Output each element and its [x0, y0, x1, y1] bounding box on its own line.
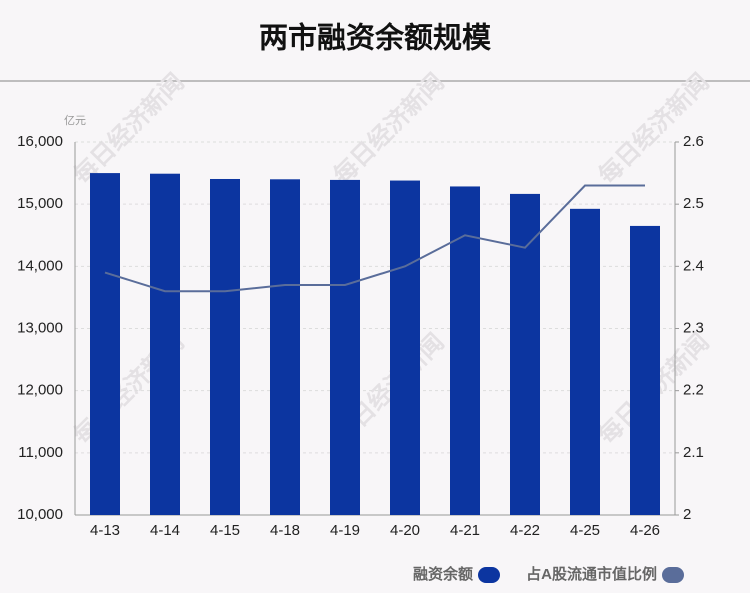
- bar: [570, 208, 600, 515]
- chart-title: 两市融资余额规模: [259, 21, 492, 55]
- x-tick-label: 4-13: [90, 522, 120, 539]
- y2-tick-label: 2.2: [683, 382, 704, 399]
- x-tick-label: 4-15: [210, 522, 240, 539]
- x-tick-label: 4-19: [330, 522, 360, 539]
- y-tick-label: 10,000: [17, 506, 63, 523]
- y2-tick-label: 2.6: [683, 133, 704, 150]
- x-tick-label: 4-22: [510, 522, 540, 539]
- y2-tick-label: 2.4: [683, 257, 704, 274]
- y-unit: 亿元: [64, 114, 86, 127]
- legend-swatch: [478, 567, 500, 583]
- bar: [390, 180, 420, 515]
- x-tick-label: 4-25: [570, 522, 600, 539]
- bar: [210, 178, 240, 515]
- y-tick-label: 14,000: [17, 257, 63, 274]
- y2-tick-label: 2.5: [683, 195, 704, 212]
- legend-swatch: [662, 567, 684, 583]
- bar: [630, 225, 660, 516]
- legend-label: 占A股流通市值比例: [526, 565, 657, 583]
- y-tick-label: 15,000: [17, 195, 63, 212]
- y-tick-label: 11,000: [18, 444, 63, 461]
- y-tick-label: 13,000: [17, 319, 63, 336]
- bar: [150, 173, 180, 515]
- bar: [270, 179, 300, 516]
- x-tick-label: 4-20: [390, 522, 420, 539]
- y2-tick-label: 2.3: [683, 319, 704, 336]
- bar: [330, 179, 360, 515]
- y-tick-label: 12,000: [17, 382, 63, 399]
- legend-label: 融资余额: [413, 565, 473, 583]
- y2-tick-label: 2: [683, 506, 691, 523]
- bar: [90, 173, 120, 516]
- bar: [510, 193, 540, 515]
- x-tick-label: 4-26: [630, 522, 660, 539]
- x-tick-label: 4-18: [270, 522, 300, 539]
- y2-tick-label: 2.1: [683, 444, 704, 461]
- x-tick-label: 4-21: [450, 522, 480, 539]
- line: [104, 184, 645, 293]
- x-tick-label: 4-14: [150, 522, 180, 539]
- y-tick-label: 16,000: [17, 133, 63, 150]
